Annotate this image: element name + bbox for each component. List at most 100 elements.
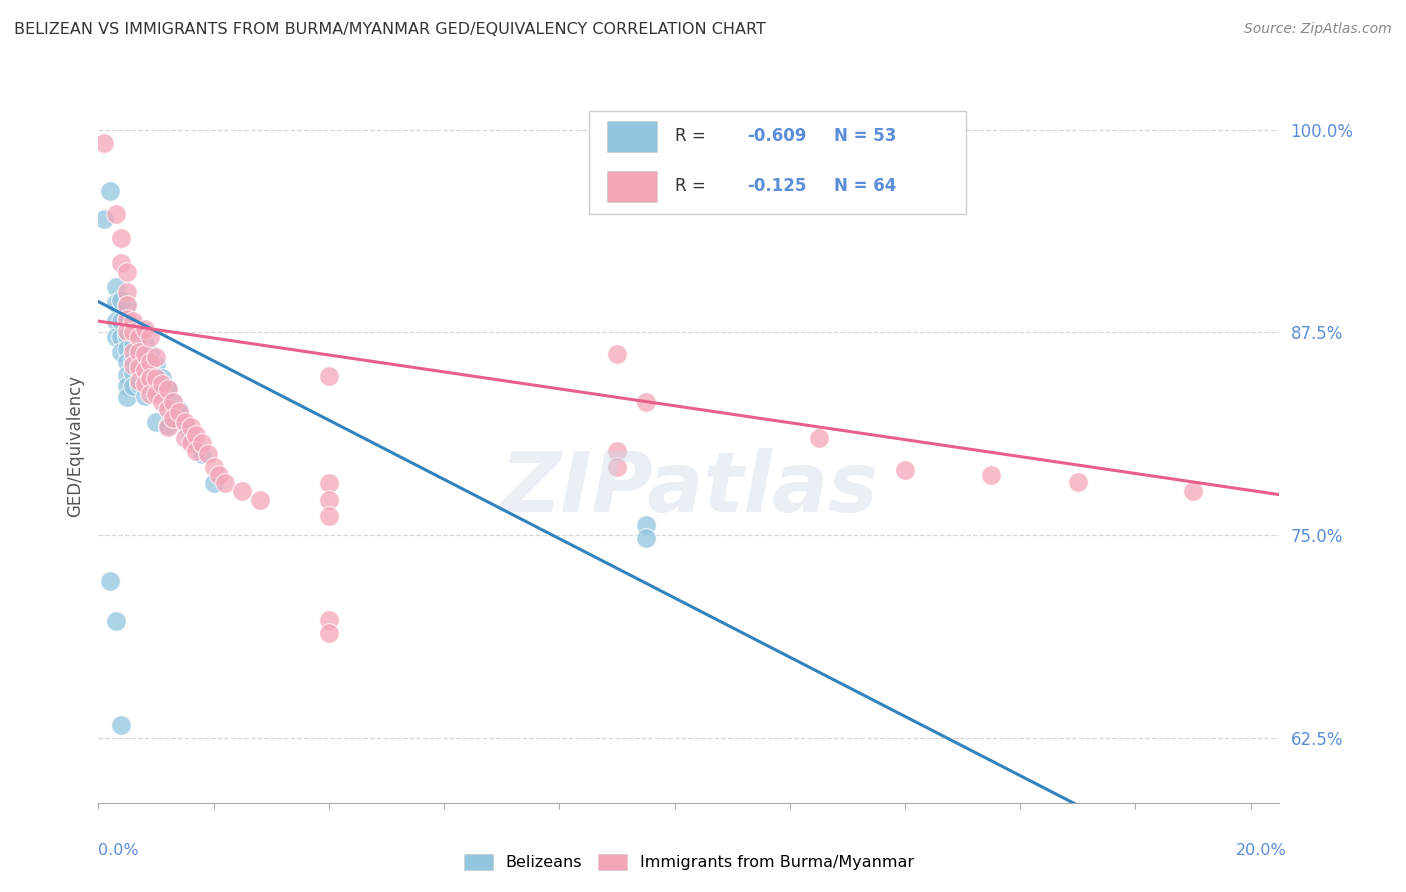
Point [122,353,145,368]
Point [139,387,162,401]
Point [156,382,179,396]
Point [167,403,190,417]
Point [162,411,184,425]
Point [139,382,162,396]
Point [156,401,179,416]
Point [186,427,208,442]
Point [110,330,132,344]
Point [134,377,156,392]
Point [110,345,132,359]
Point [162,395,184,409]
Point [156,419,179,434]
Point [634,518,657,533]
Point [115,379,138,393]
Point [128,363,150,377]
Text: BELIZEAN VS IMMIGRANTS FROM BURMA/MYANMAR GED/EQUIVALENCY CORRELATION CHART: BELIZEAN VS IMMIGRANTS FROM BURMA/MYANMA… [14,22,766,37]
Point [134,389,156,403]
Point [318,625,340,640]
Legend: Belizeans, Immigrants from Burma/Myanmar: Belizeans, Immigrants from Burma/Myanmar [458,847,920,877]
Point [318,508,340,523]
Point [180,435,202,450]
Point [162,395,184,409]
Point [150,395,173,409]
Point [202,476,225,491]
Point [115,285,138,299]
Point [156,382,179,396]
Point [318,476,340,491]
Point [186,443,208,458]
Point [145,387,167,401]
Point [180,431,202,445]
Point [606,460,628,475]
Point [110,256,132,270]
Point [128,377,150,392]
Point [191,435,214,450]
Point [145,350,167,364]
Point [231,484,253,499]
Point [128,330,150,344]
Point [145,358,167,372]
Point [110,231,132,245]
Point [110,314,132,328]
Point [156,417,179,432]
Point [1067,475,1090,489]
Point [115,354,138,368]
Point [104,207,127,221]
Point [139,371,162,385]
Point [122,366,145,380]
Point [115,368,138,382]
Point [318,613,340,627]
Point [115,298,138,312]
Point [139,366,162,380]
Point [134,363,156,377]
Point [122,358,145,372]
Point [249,492,271,507]
Point [115,328,138,343]
Point [104,614,127,628]
Point [197,447,219,461]
Point [980,468,1002,483]
Point [104,330,127,344]
Point [156,401,179,416]
Point [134,371,156,385]
Point [98,185,121,199]
Point [104,314,127,328]
Point [104,296,127,310]
Point [139,330,162,344]
Point [110,293,132,307]
Point [318,369,340,384]
Text: Source: ZipAtlas.com: Source: ZipAtlas.com [1244,22,1392,37]
Point [162,411,184,425]
Point [122,326,145,340]
Point [606,443,628,458]
Point [115,312,138,326]
Point [122,379,145,393]
Y-axis label: GED/Equivalency: GED/Equivalency [66,375,84,517]
Point [180,419,202,434]
Point [208,468,231,483]
Point [128,374,150,388]
Text: 0.0%: 0.0% [98,843,139,858]
Point [894,463,917,477]
Point [191,447,214,461]
Point [634,532,657,546]
Point [128,359,150,374]
Point [139,346,162,360]
Point [150,371,173,385]
Point [173,417,195,432]
Point [93,211,115,226]
Point [115,314,138,328]
Point [145,382,167,396]
Point [134,346,156,360]
Point [634,395,657,409]
Point [128,348,150,362]
Text: ZIPatlas: ZIPatlas [501,449,877,529]
Text: 20.0%: 20.0% [1236,843,1286,858]
Point [98,574,121,588]
Point [606,346,628,360]
Point [122,314,145,328]
Point [122,338,145,352]
Point [145,371,167,385]
Point [122,318,145,333]
Point [139,354,162,368]
